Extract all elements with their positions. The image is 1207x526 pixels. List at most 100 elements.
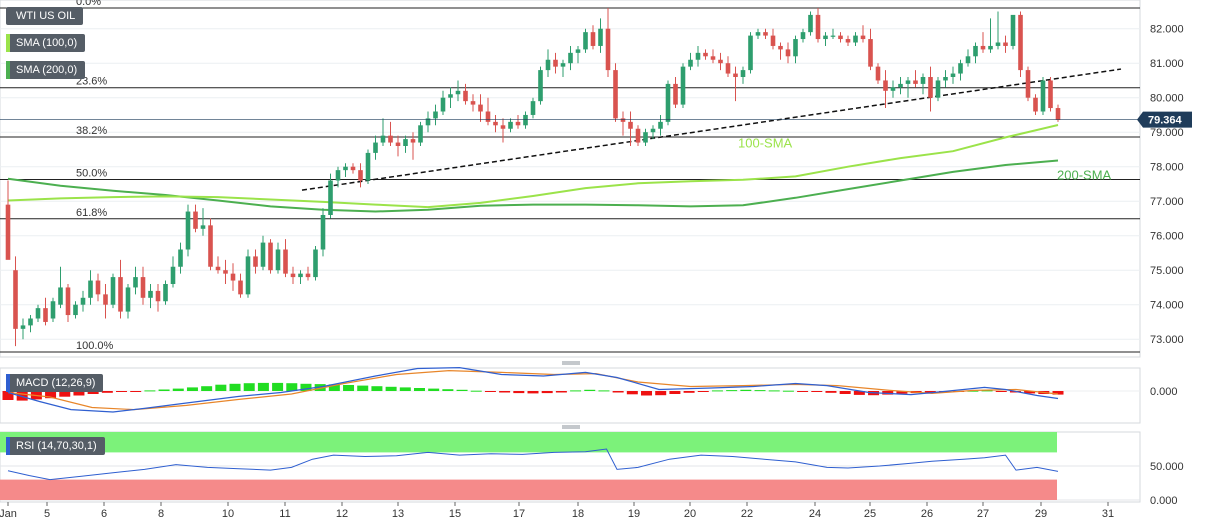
candle-down [1033, 97, 1038, 112]
x-tick-label: 29 [1035, 508, 1047, 520]
macd-histogram-bar [825, 391, 837, 393]
price-tick-label: 80.000 [1150, 93, 1184, 105]
candle-down [770, 35, 776, 46]
macd-histogram-bar [456, 389, 468, 391]
macd-histogram-bar [286, 383, 298, 391]
candle-up [905, 80, 911, 84]
fib-level-label: 100.0% [76, 340, 114, 352]
candle-up [755, 32, 761, 36]
x-tick-label: 13 [392, 508, 404, 520]
candle-up [35, 308, 41, 319]
sma200-annotation: 200-SMA [1057, 168, 1112, 183]
candle-down [703, 52, 708, 57]
candle-up [418, 125, 423, 143]
candle-down [605, 28, 611, 71]
candle-up [920, 77, 926, 84]
candle-up [1010, 14, 1016, 46]
candle-up [20, 325, 26, 329]
macd-histogram-bar [130, 391, 142, 392]
candle-down [95, 280, 101, 295]
fibonacci-layer: 0.0%23.6%38.2%50.0%61.8%100.0% [0, 0, 1140, 353]
rsi-drag-handle[interactable] [562, 425, 580, 429]
candle-up [110, 277, 116, 305]
candle-up [380, 135, 386, 143]
macd-badge[interactable]: MACD (12,26,9) [6, 374, 104, 392]
rsi-badge[interactable]: RSI (14,70,30,1) [6, 437, 105, 455]
candle-up [965, 56, 971, 64]
x-tick-label: 18 [572, 508, 584, 520]
macd-histogram-bar [328, 384, 340, 391]
x-tick-label: 11 [279, 508, 290, 520]
sma200-badge[interactable]: SMA (200,0) [6, 61, 86, 79]
macd-histogram-bar [357, 385, 369, 391]
candle-up [995, 42, 1001, 46]
macd-histogram-bar [343, 385, 355, 391]
symbol-badge[interactable]: WTI US OIL [6, 7, 84, 25]
macd-histogram-bar [484, 391, 496, 392]
candle-up [373, 142, 378, 153]
macd-drag-handle[interactable] [562, 361, 580, 365]
trendline-layer [301, 68, 1122, 191]
macd-histogram-bar [754, 390, 766, 392]
candle-down [928, 77, 933, 98]
price-tick-label: 79.000 [1150, 127, 1184, 139]
price-tick-label: 78.000 [1150, 162, 1184, 174]
candle-down [358, 170, 363, 181]
macd-histogram-bar [428, 388, 440, 391]
candle-down [208, 225, 213, 267]
annotation-layer: 100-SMA 200-SMA 79.364 [0, 111, 1192, 183]
macd-histogram-bar [797, 391, 809, 392]
candle-up [328, 180, 333, 215]
fib-level-label: 38.2% [76, 125, 107, 137]
candle-down [725, 63, 731, 74]
macd-histogram-bar [385, 386, 397, 391]
candle-down [283, 249, 288, 274]
candle-down [118, 277, 123, 312]
macd-histogram-bar [896, 391, 908, 394]
x-tick-label: 15 [449, 508, 461, 520]
candle-up [538, 70, 543, 102]
candle-down [230, 273, 236, 281]
sma200-swatch [6, 61, 10, 79]
price-tick-label: 75.000 [1150, 265, 1184, 277]
rsi-tick-label: 50.000 [1150, 461, 1184, 473]
candle-down [845, 39, 851, 43]
macd-label: MACD (12,26,9) [16, 377, 96, 389]
sma200-label: SMA (200,0) [16, 64, 78, 76]
x-tick-label: 24 [809, 508, 821, 520]
candle-up [958, 63, 963, 74]
candle-down [883, 80, 888, 91]
rsi-zones-layer [0, 432, 1057, 500]
candle-down [13, 270, 18, 329]
candle-up [643, 132, 648, 143]
candle-up [943, 77, 948, 81]
sma100-badge[interactable]: SMA (100,0) [6, 34, 86, 52]
candle-up [808, 14, 813, 33]
sma100-swatch [6, 34, 10, 52]
candle-up [508, 121, 513, 129]
support-trendline [301, 68, 1122, 191]
macd-panel-frame [0, 367, 1141, 424]
candle-down [215, 266, 221, 271]
candle-down [193, 211, 198, 229]
candle-down [485, 111, 491, 122]
candle-down [815, 14, 821, 40]
rsi-tick-label: 0.000 [1150, 495, 1178, 507]
candle-down [1048, 80, 1053, 109]
macd-histogram-bar [513, 391, 525, 394]
candle-down [493, 121, 498, 126]
x-tick-label: 17 [513, 508, 525, 520]
x-tick-label: Jan [0, 508, 17, 520]
sma100-line [7, 124, 1059, 209]
candle-up [260, 242, 266, 267]
candle-up [665, 83, 671, 122]
candle-up [950, 73, 956, 77]
candlestick-layer [5, 8, 1061, 347]
candle-up [793, 39, 798, 57]
macd-histogram-bar [1024, 391, 1036, 394]
candle-up [163, 284, 168, 302]
macd-histogram-bar [839, 391, 851, 394]
macd-histogram-bar [995, 391, 1007, 392]
candle-up [275, 249, 281, 271]
candle-down [763, 32, 768, 36]
